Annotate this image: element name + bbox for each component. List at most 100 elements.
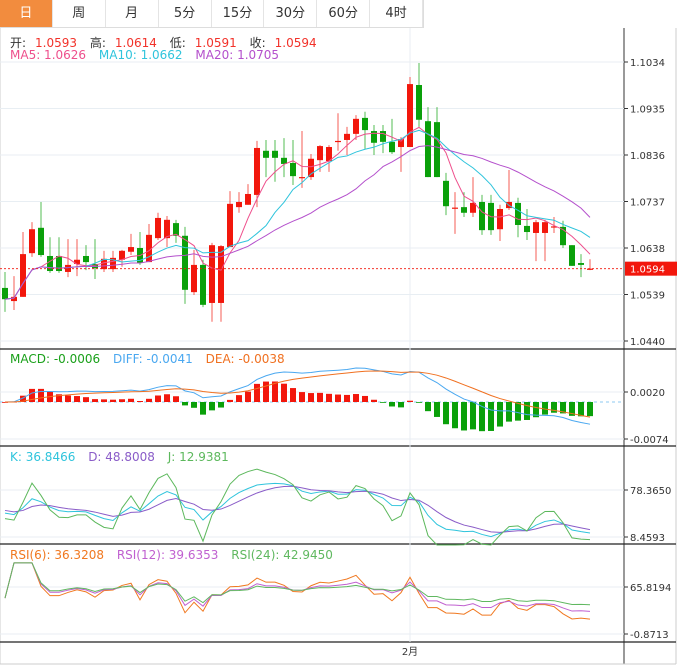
high-value: 1.0614 [114, 36, 157, 50]
candle-down [263, 150, 269, 158]
macd-bar [56, 394, 62, 402]
macd-bar [38, 388, 44, 402]
macd-bar [227, 399, 233, 402]
candle-down [380, 131, 386, 142]
macd-bar [281, 383, 287, 402]
candle-up [74, 259, 80, 264]
kdj-tick-label: 78.3650 [630, 486, 671, 497]
low-value: 1.0591 [194, 36, 237, 50]
candle-up [470, 202, 476, 213]
tab-month[interactable]: 月 [106, 0, 159, 27]
last-price-badge [625, 261, 677, 276]
macd-bar [2, 402, 8, 403]
macd-bar [92, 399, 98, 402]
price-tick-label: 1.0440 [630, 337, 665, 348]
candle-up [11, 296, 17, 302]
date-tick-label: 2月 [402, 646, 418, 658]
macd-bar [434, 402, 440, 417]
candle-up [398, 139, 404, 148]
macd-panel [0, 367, 624, 432]
macd-bar [119, 399, 125, 402]
low-label: 低: [169, 36, 186, 50]
close-value: 1.0594 [274, 36, 317, 50]
macd-bar [263, 381, 269, 402]
price-tick-label: 1.0737 [630, 198, 665, 209]
ma-legend: MA5: 1.0626 MA10: 1.0662 MA20: 1.0705 [10, 48, 288, 62]
open-label: 开: [10, 36, 27, 50]
candle-up [335, 140, 341, 143]
candle-down [173, 223, 179, 236]
candle-down [56, 255, 62, 272]
macd-bar [515, 402, 521, 421]
candle-up [191, 264, 197, 293]
candle-down [200, 264, 206, 305]
macd-bar [218, 402, 224, 408]
macd-bar [560, 402, 566, 414]
gridlines [0, 28, 624, 642]
candle-up [227, 203, 233, 248]
candle-up [299, 177, 305, 179]
tab-5min[interactable]: 5分 [159, 0, 212, 27]
macd-bar [497, 402, 503, 427]
j-line [4, 468, 591, 546]
macd-bar [209, 402, 215, 411]
rsi24-value: RSI(24): 42.9450 [231, 548, 333, 562]
tab-4hour[interactable]: 4时 [370, 0, 423, 27]
tab-60min[interactable]: 60分 [317, 0, 371, 27]
macd-bar [128, 398, 134, 402]
rsi-tick-label: -0.8713 [630, 630, 669, 641]
candle-down [560, 226, 566, 246]
macd-bar [488, 402, 494, 431]
macd-bar [299, 392, 305, 402]
macd-bar [308, 393, 314, 402]
candle-down [362, 117, 368, 131]
candle-up [128, 247, 134, 252]
candle-down [38, 227, 44, 256]
macd-bar [353, 394, 359, 402]
macd-bar [317, 392, 323, 402]
macd-bar [83, 397, 89, 402]
tab-week[interactable]: 周 [53, 0, 106, 27]
candle-down [416, 85, 422, 120]
candle-up [407, 84, 413, 148]
candle-up [119, 250, 125, 260]
candle-up [146, 234, 152, 263]
k-value: K: 36.8466 [10, 450, 76, 464]
tab-30min[interactable]: 30分 [264, 0, 318, 27]
ma20-line [4, 145, 591, 300]
candle-up [155, 217, 161, 239]
candle-up [254, 147, 260, 195]
price-tick-label: 1.1034 [630, 58, 665, 69]
macd-bar [551, 402, 557, 413]
tab-day[interactable]: 日 [0, 0, 53, 27]
macd-tick-label: 0.0020 [630, 388, 665, 399]
price-tick-label: 1.0638 [630, 244, 665, 255]
candle-down [461, 207, 467, 213]
candle-down [272, 150, 278, 158]
candle-down [47, 255, 53, 272]
macd-bar [101, 399, 107, 402]
candle-down [515, 202, 521, 225]
price-tick-label: 1.0836 [630, 151, 665, 162]
macd-bar [173, 396, 179, 402]
macd-bar [380, 402, 386, 403]
tab-15min[interactable]: 15分 [212, 0, 265, 27]
macd-bar [506, 402, 512, 422]
high-label: 高: [89, 36, 106, 50]
macd-bar [326, 393, 332, 402]
macd-bar [29, 388, 35, 402]
open-value: 1.0593 [35, 36, 78, 50]
candle-up [308, 158, 314, 178]
candle-down [443, 180, 449, 207]
macd-bar [164, 394, 170, 402]
macd-bar [200, 402, 206, 415]
macd-bar [578, 402, 584, 417]
candle-up [20, 254, 26, 297]
macd-bar [461, 402, 467, 431]
price-axis: 1.1034 1.0935 1.0836 1.0737 1.0638 1.0539 1.04… [402, 58, 677, 658]
macd-legend: MACD: -0.0006 DIFF: -0.0041 DEA: -0.0038 [10, 352, 294, 366]
macd-bar [533, 402, 539, 418]
candle-up [245, 193, 251, 205]
ma10-line [4, 129, 591, 300]
